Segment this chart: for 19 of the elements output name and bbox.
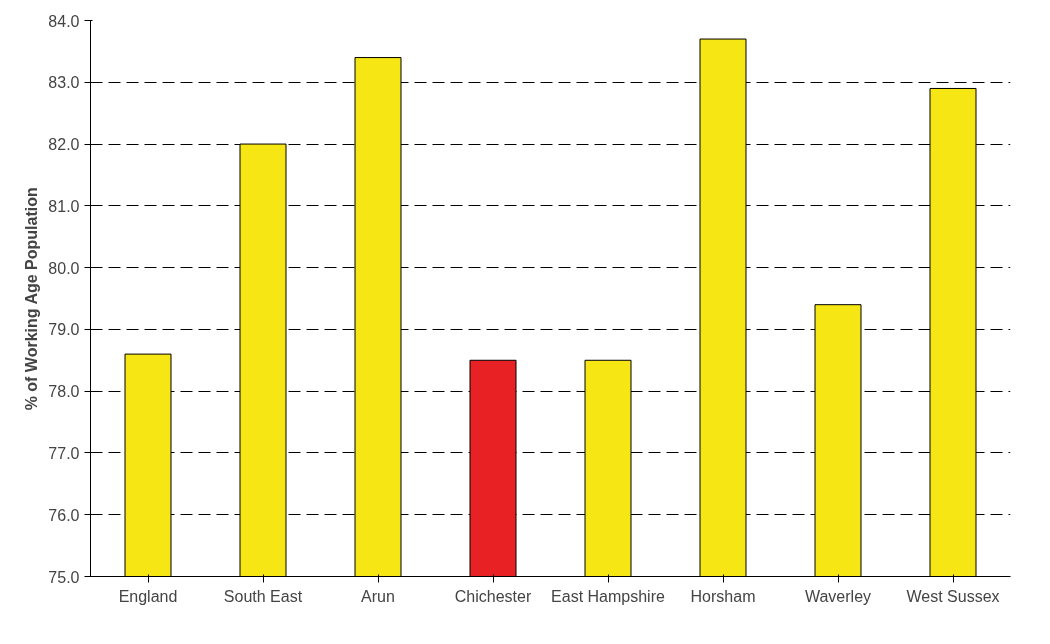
y-tick-label: 78.0 bbox=[48, 383, 80, 401]
y-tick-label: 80.0 bbox=[48, 259, 80, 277]
x-tick-label: Horsham bbox=[690, 587, 756, 605]
y-tick-label: 81.0 bbox=[48, 197, 80, 215]
x-tick-label: England bbox=[118, 587, 178, 605]
y-tick-label: 79.0 bbox=[48, 321, 80, 339]
x-tick-label: Chichester bbox=[454, 587, 532, 605]
x-tick-label: East Hampshire bbox=[551, 587, 666, 605]
y-axis-title: % of Working Age Population bbox=[23, 187, 41, 411]
x-tick-label: Arun bbox=[361, 587, 395, 605]
x-tick-label: West Sussex bbox=[906, 587, 1000, 605]
y-tick-label: 84.0 bbox=[48, 12, 80, 30]
x-tick-label: South East bbox=[223, 587, 303, 605]
y-tick-label: 77.0 bbox=[48, 444, 80, 462]
y-tick-label: 82.0 bbox=[48, 136, 80, 154]
y-tick-label: 83.0 bbox=[48, 74, 80, 92]
x-tick-label: Waverley bbox=[804, 587, 872, 605]
y-tick-label: 75.0 bbox=[48, 568, 80, 586]
y-tick-label: 76.0 bbox=[48, 506, 80, 524]
